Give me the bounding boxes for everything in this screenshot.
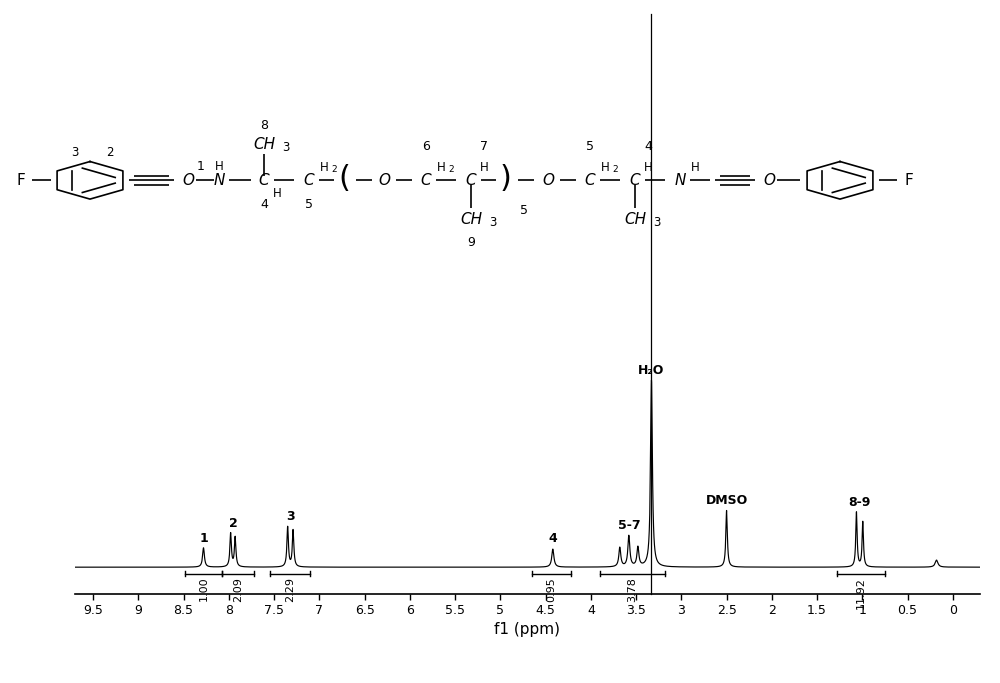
Text: 3: 3 <box>282 141 290 154</box>
Text: H: H <box>644 161 652 173</box>
Text: 3: 3 <box>71 145 79 158</box>
Text: H: H <box>320 161 328 173</box>
Text: 8-9: 8-9 <box>848 496 871 509</box>
Text: 2: 2 <box>612 165 618 174</box>
Text: 6: 6 <box>422 140 430 153</box>
Text: CH: CH <box>624 212 646 227</box>
Text: C: C <box>259 173 269 188</box>
Text: CH: CH <box>253 137 275 152</box>
Text: 2.29: 2.29 <box>285 577 295 602</box>
Text: 5: 5 <box>305 198 313 211</box>
Text: C: C <box>585 173 595 188</box>
Text: 7: 7 <box>480 140 488 153</box>
Text: O: O <box>542 173 554 188</box>
Text: 3: 3 <box>653 216 661 229</box>
Text: 4: 4 <box>548 532 557 545</box>
Text: H: H <box>480 161 488 173</box>
Text: C: C <box>630 173 640 188</box>
Text: H₂O: H₂O <box>638 363 665 376</box>
Text: F: F <box>16 173 25 188</box>
Text: 0.95: 0.95 <box>546 577 556 602</box>
Text: 3.78: 3.78 <box>627 577 637 602</box>
Text: H: H <box>691 161 699 173</box>
Text: ): ) <box>500 164 512 193</box>
Text: 2.09: 2.09 <box>233 577 243 602</box>
Text: H: H <box>273 187 281 200</box>
Text: 11.92: 11.92 <box>856 577 866 609</box>
Text: (: ( <box>338 164 350 193</box>
X-axis label: f1 (ppm): f1 (ppm) <box>494 622 560 637</box>
Text: 2: 2 <box>448 165 454 174</box>
Text: 5: 5 <box>520 204 528 217</box>
Text: 4: 4 <box>644 140 652 153</box>
Text: 1.00: 1.00 <box>199 577 209 602</box>
Text: 5-7: 5-7 <box>618 519 640 533</box>
Text: F: F <box>905 173 914 188</box>
Text: 8: 8 <box>260 120 268 133</box>
Text: 2: 2 <box>106 145 114 158</box>
Text: H: H <box>437 161 445 173</box>
Text: N: N <box>213 173 225 188</box>
Text: O: O <box>182 173 194 188</box>
Text: DMSO: DMSO <box>705 494 748 507</box>
Text: CH: CH <box>460 212 482 227</box>
Text: 1: 1 <box>199 532 208 545</box>
Text: C: C <box>421 173 431 188</box>
Text: H: H <box>601 161 609 173</box>
Text: O: O <box>378 173 390 188</box>
Text: O: O <box>763 173 775 188</box>
Text: 4: 4 <box>260 198 268 211</box>
Text: 3: 3 <box>489 216 497 229</box>
Text: N: N <box>674 173 686 188</box>
Text: H: H <box>215 160 223 173</box>
Text: 1: 1 <box>197 160 205 173</box>
Text: 3: 3 <box>286 510 295 523</box>
Text: C: C <box>304 173 314 188</box>
Text: 2: 2 <box>331 165 337 174</box>
Text: 5: 5 <box>586 140 594 153</box>
Text: 2: 2 <box>229 517 237 530</box>
Text: C: C <box>466 173 476 188</box>
Text: 9: 9 <box>467 236 475 249</box>
